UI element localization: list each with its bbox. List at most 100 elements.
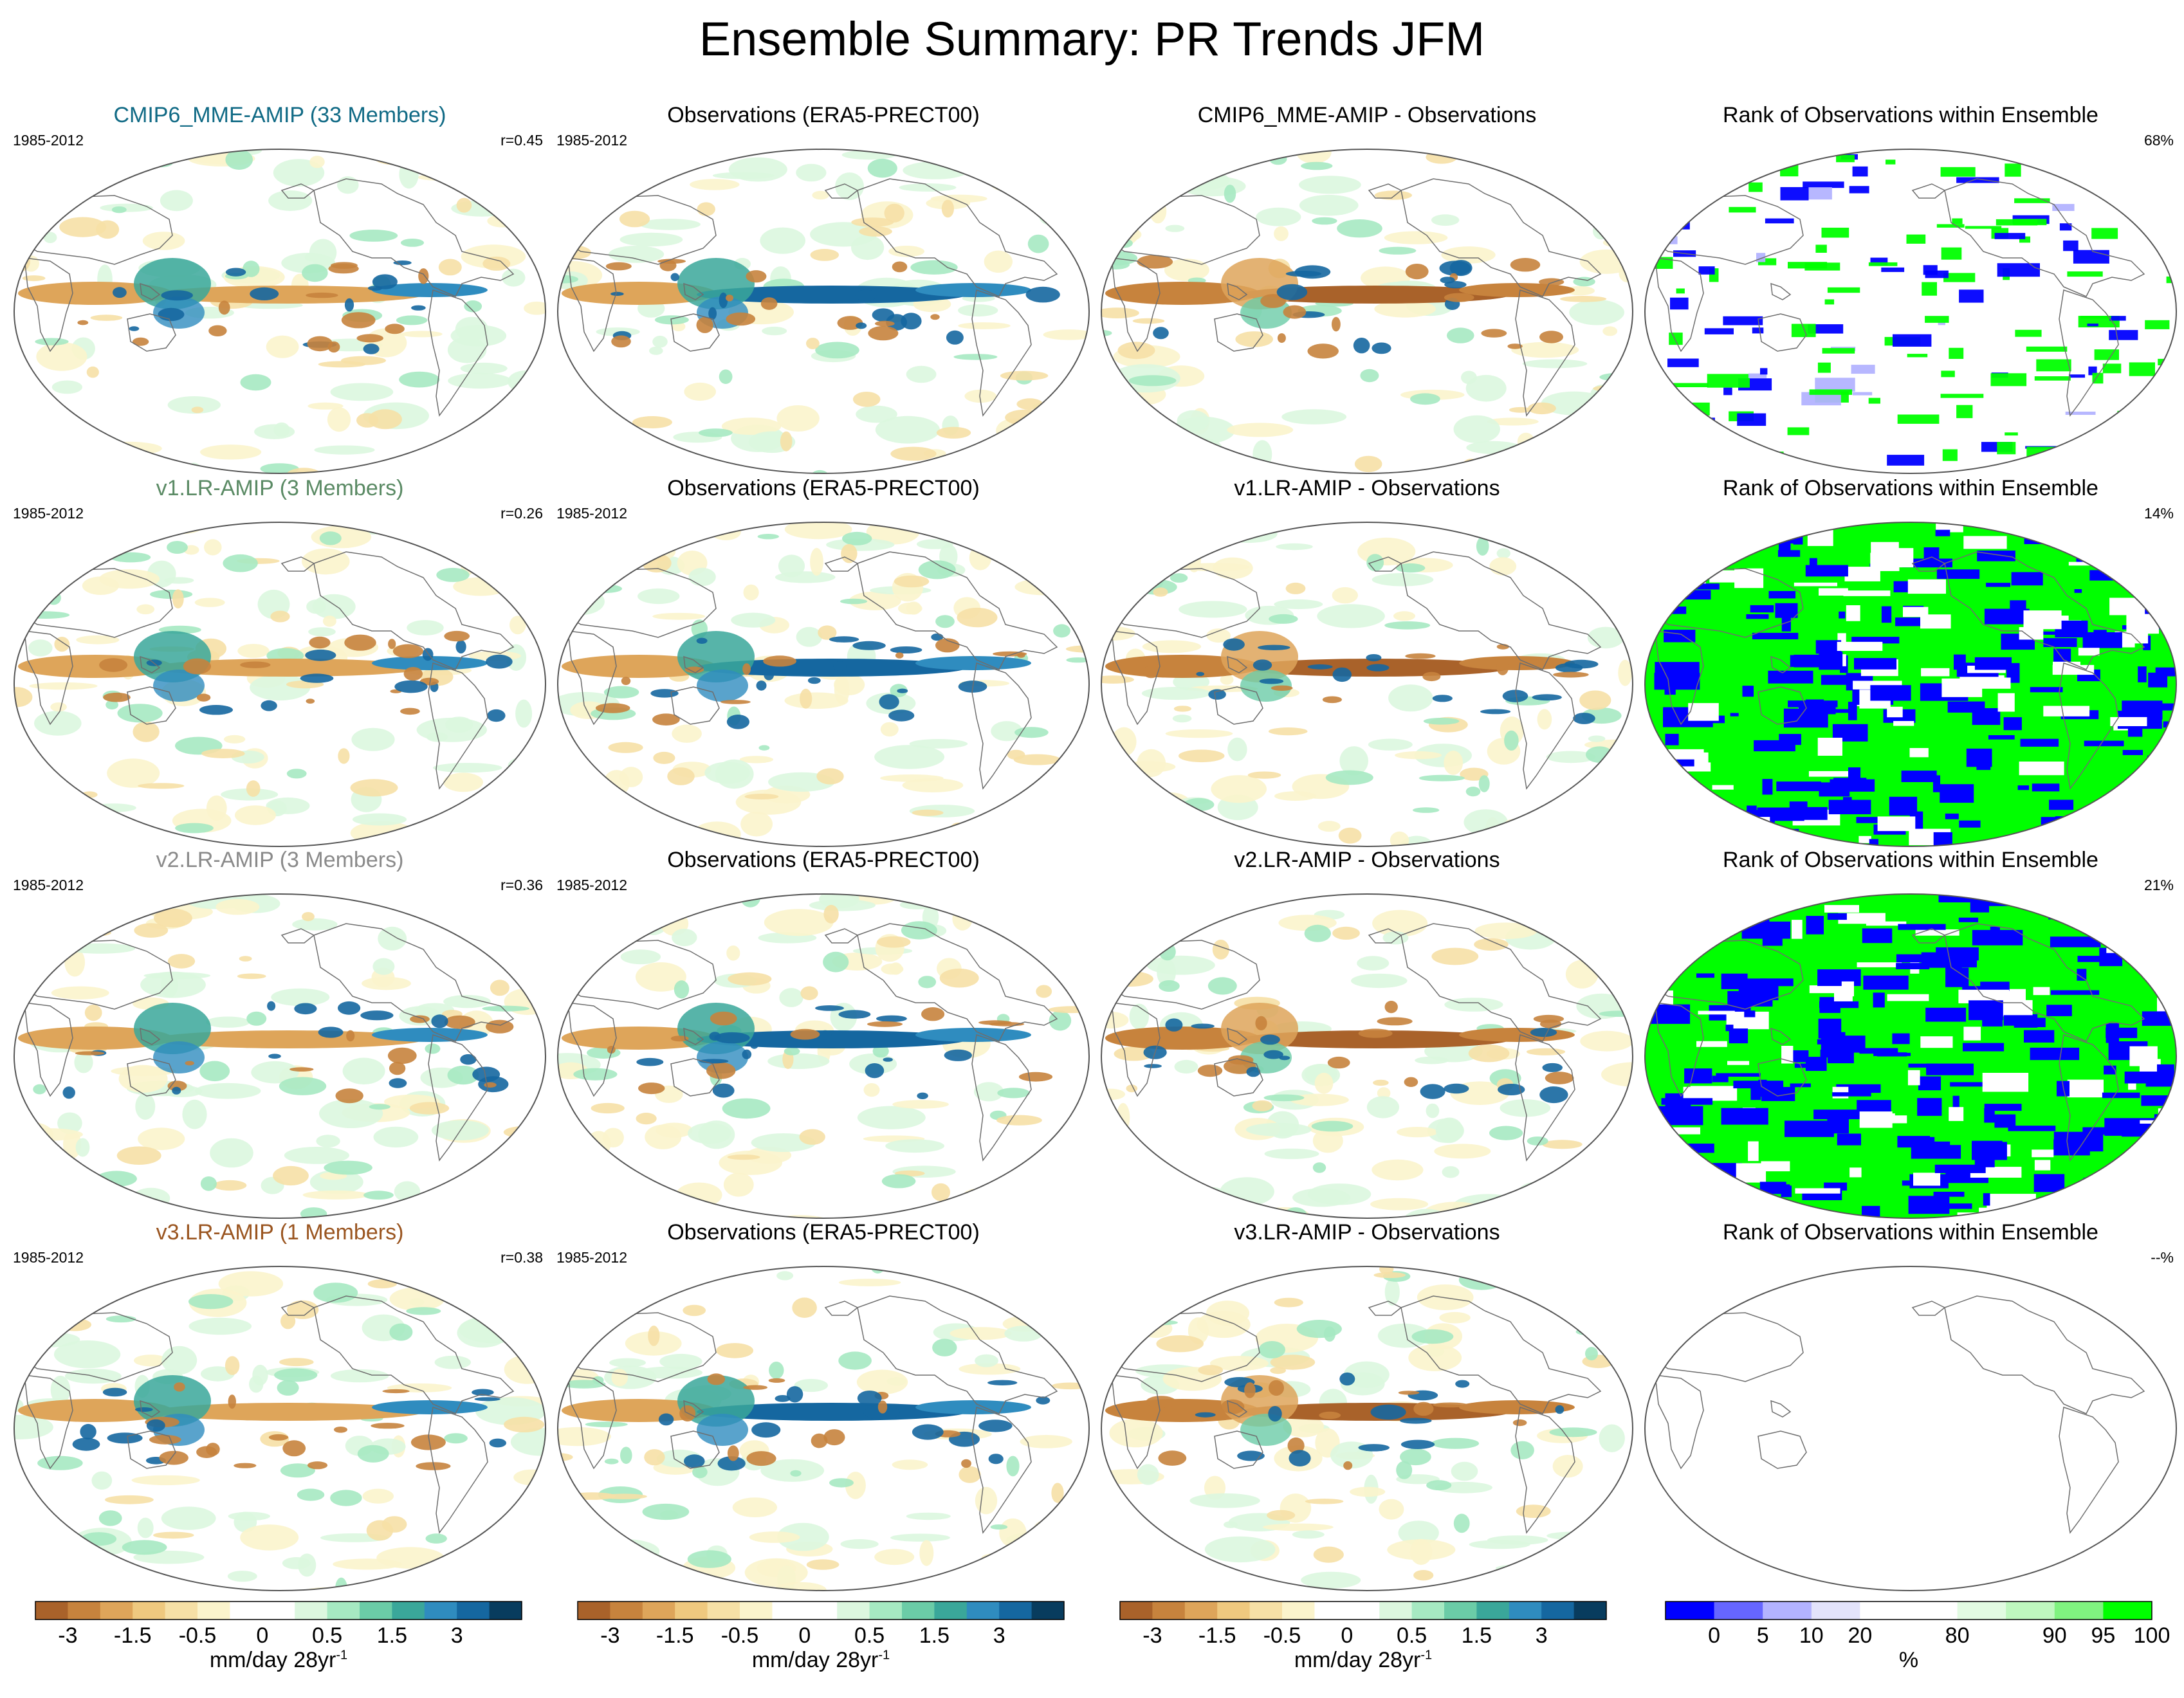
map-border xyxy=(557,1266,1090,1591)
colorbar-bin xyxy=(902,1602,935,1620)
model-map xyxy=(14,149,546,474)
colorbar-bin xyxy=(1120,1602,1153,1620)
period-label: 1985-2012 xyxy=(13,877,84,893)
map-border xyxy=(557,149,1090,474)
colorbar-bin xyxy=(707,1602,740,1620)
colorbar-bin xyxy=(1217,1602,1251,1620)
colorbar-bin xyxy=(1811,1602,1860,1620)
colorbar-label: mm/day 28yr-1 xyxy=(1120,1648,1606,1673)
colorbar-bin xyxy=(197,1602,230,1620)
diff-panel: v1.LR-AMIP - Observations xyxy=(1099,476,1635,847)
colorbar-tick-label: -3 xyxy=(58,1623,77,1648)
colorbar-bin xyxy=(1957,1602,2006,1620)
map-border xyxy=(557,893,1090,1219)
coastline-outline xyxy=(1648,923,2145,1162)
coastline-outline xyxy=(1648,178,2145,417)
obs-map xyxy=(557,1266,1090,1591)
colorbar-bin xyxy=(1666,1602,1715,1620)
colorbar-tick-label: 95 xyxy=(2091,1623,2115,1648)
colorbar-tick-label: 0 xyxy=(1708,1623,1720,1648)
colorbar-units-exponent: -1 xyxy=(1420,1648,1433,1663)
colorbar-bin xyxy=(1411,1602,1445,1620)
colorbar-bin xyxy=(489,1602,522,1620)
rank-percent-label: 68% xyxy=(2143,132,2174,149)
colorbar-bin xyxy=(578,1602,610,1620)
obs-field xyxy=(558,149,1089,473)
diff-map xyxy=(1101,1266,1633,1591)
rank-percent-label: 21% xyxy=(2143,877,2174,893)
colorbar-tick-label: -0.5 xyxy=(179,1623,217,1648)
panel-title: Observations (ERA5-PRECT00) xyxy=(667,1220,980,1245)
colorbar-bin xyxy=(1379,1602,1413,1620)
diff-panel: v2.LR-AMIP - Observations xyxy=(1099,848,1635,1219)
model-panel: v2.LR-AMIP (3 Members) 1985-2012 r=0.36 xyxy=(12,848,548,1219)
map-border xyxy=(1644,893,2177,1219)
map-border xyxy=(1101,522,1633,847)
colorbar-bin xyxy=(1282,1602,1315,1620)
colorbar-tick-label: -3 xyxy=(1142,1623,1162,1648)
colorbar-tick-label: 80 xyxy=(1945,1623,1970,1648)
colorbar-bin xyxy=(1184,1602,1218,1620)
colorbar-bin xyxy=(35,1602,68,1620)
colorbar-bin xyxy=(1314,1602,1348,1620)
correlation-label: r=0.36 xyxy=(500,877,543,893)
colorbar-bin xyxy=(360,1602,392,1620)
colorbar-bin xyxy=(424,1602,457,1620)
colorbar-tick-label: 10 xyxy=(1799,1623,1824,1648)
colorbar-tick-label: 1.5 xyxy=(919,1623,950,1648)
map-border xyxy=(1644,149,2177,474)
colorbar-tick-label: 1.5 xyxy=(377,1623,407,1648)
colorbar-bin xyxy=(1249,1602,1283,1620)
colorbar-bin xyxy=(295,1602,328,1620)
colorbar-bin xyxy=(772,1602,805,1620)
colorbar-bin xyxy=(262,1602,295,1620)
model-panel: v3.LR-AMIP (1 Members) 1985-2012 r=0.38 xyxy=(12,1220,548,1591)
panel-title: v1.LR-AMIP (3 Members) xyxy=(156,476,404,500)
panel-title: Rank of Observations within Ensemble xyxy=(1723,103,2098,127)
obs-field xyxy=(558,522,1089,846)
period-label: 1985-2012 xyxy=(556,877,627,893)
colorbar-units: mm/day 28yr xyxy=(209,1648,336,1672)
model-field xyxy=(14,894,546,1218)
correlation-label: r=0.45 xyxy=(500,132,543,149)
colorbar-bin xyxy=(1031,1602,1065,1620)
colorbar-frame xyxy=(1665,1601,2152,1620)
colorbar-bin xyxy=(934,1602,968,1620)
obs-map xyxy=(557,522,1090,847)
correlation-label: r=0.26 xyxy=(500,505,543,522)
colorbar-bin xyxy=(966,1602,1000,1620)
colorbar-bin xyxy=(1476,1602,1510,1620)
trend-colorbar-3: -3 -1.5 -0.5 0 0.5 1.5 3 mm/day 28yr-1 xyxy=(1119,1601,1607,1675)
colorbar-tick-label: 0 xyxy=(1341,1623,1353,1648)
panel-title: Rank of Observations within Ensemble xyxy=(1723,476,2098,500)
diff-map xyxy=(1101,522,1633,847)
colorbar-bin xyxy=(133,1602,166,1620)
colorbar-bin xyxy=(999,1602,1032,1620)
diff-map xyxy=(1101,149,1633,474)
colorbar-tick-label: 100 xyxy=(2134,1623,2170,1648)
colorbar-bin xyxy=(2103,1602,2152,1620)
colorbar-units: mm/day 28yr xyxy=(1294,1648,1421,1672)
colorbar-bin xyxy=(1714,1602,1763,1620)
obs-map xyxy=(557,149,1090,474)
colorbar-tick-label: 5 xyxy=(1757,1623,1769,1648)
colorbar-tick-label: 1.5 xyxy=(1462,1623,1492,1648)
colorbar-tick-label: 0 xyxy=(798,1623,811,1648)
diff-field xyxy=(1101,149,1633,473)
panel-title: CMIP6_MME-AMIP (33 Members) xyxy=(113,103,446,127)
colorbar-bin xyxy=(1574,1602,1607,1620)
rank-panel: Rank of Observations within Ensemble --% xyxy=(1642,1220,2179,1591)
trend-colorbar-1: -3 -1.5 -0.5 0 0.5 1.5 3 mm/day 28yr-1 xyxy=(35,1601,522,1675)
colorbar-tick-label: 0 xyxy=(256,1623,268,1648)
map-border xyxy=(14,893,546,1219)
diff-field xyxy=(1101,522,1633,846)
colorbar-bin xyxy=(740,1602,773,1620)
rank-map xyxy=(1644,522,2177,847)
panel-title: Observations (ERA5-PRECT00) xyxy=(667,476,980,500)
colorbar-bin xyxy=(869,1602,903,1620)
obs-panel: Observations (ERA5-PRECT00) 1985-2012 xyxy=(555,848,1092,1219)
obs-panel: Observations (ERA5-PRECT00) 1985-2012 xyxy=(555,476,1092,847)
period-label: 1985-2012 xyxy=(556,505,627,522)
model-panel: v1.LR-AMIP (3 Members) 1985-2012 r=0.26 xyxy=(12,476,548,847)
map-border xyxy=(14,1266,546,1591)
